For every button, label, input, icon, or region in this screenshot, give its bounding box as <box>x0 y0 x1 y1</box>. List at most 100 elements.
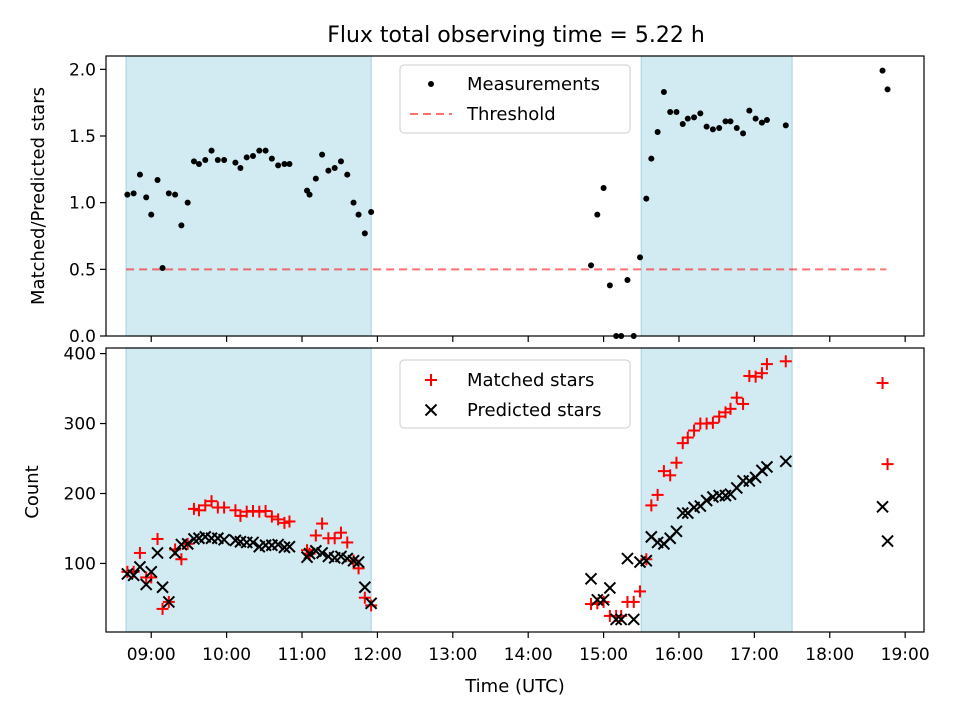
bottom-x-ticks: 09:00 10:00 11:00 12:00 13:00 14:00 15:00 16:00… <box>127 632 930 665</box>
measurement-point <box>727 118 734 125</box>
bottom-y-ticks: 100 200 300 400 <box>64 345 106 574</box>
measurement-point <box>232 159 239 166</box>
measurement-point <box>143 194 150 201</box>
bottom-observing-window-2 <box>640 347 793 633</box>
top-y-axis-label: Matched/Predicted stars <box>28 87 49 305</box>
measurement-point <box>660 89 667 95</box>
matched-star-point <box>328 532 341 545</box>
measurement-point <box>758 119 765 126</box>
legend-matched-symbol <box>425 374 437 386</box>
legend-matched-marker <box>425 374 437 386</box>
measurement-point <box>691 114 698 121</box>
measurement-point <box>256 147 263 154</box>
measurement-point <box>746 107 753 114</box>
matched-star-point <box>737 397 750 410</box>
measurement-point <box>148 211 155 218</box>
matched-star-point <box>341 536 354 549</box>
legend-predicted-symbol <box>424 403 438 417</box>
top-y-ticks: 0.0 0.5 1.0 1.5 2.0 <box>69 60 106 347</box>
predicted-star-point <box>133 560 147 574</box>
x-tick-label: 14:00 <box>504 645 553 665</box>
measurement-point <box>190 158 197 165</box>
matched-star-point <box>259 504 272 517</box>
predicted-star-point <box>358 581 372 594</box>
predicted-star-point <box>609 613 623 626</box>
bottom-y-tick-label: 100 <box>64 554 96 574</box>
x-tick-label: 18:00 <box>805 645 854 665</box>
bottom-observing-window-1 <box>125 347 372 633</box>
measurement-point <box>703 123 710 130</box>
measurement-point <box>643 195 650 202</box>
figure-title: Flux total observing time = 5.22 h <box>327 23 705 48</box>
top-legend: Measurements Threshold <box>399 64 631 134</box>
measurement-point <box>648 155 655 162</box>
predicted-star-point <box>145 565 158 579</box>
measurement-point <box>588 262 595 269</box>
matched-star-point <box>151 532 164 545</box>
x-axis-label: Time (UTC) <box>464 676 565 697</box>
matched-star-point <box>283 515 296 528</box>
matched-star-point <box>145 571 158 584</box>
predicted-star-point <box>640 554 653 567</box>
measurement-point <box>782 122 789 129</box>
measurement-point <box>262 147 269 154</box>
predicted-star-point <box>162 595 176 609</box>
matched-star-point <box>278 516 291 529</box>
predicted-star-point <box>278 541 291 554</box>
predicted-star-point <box>881 534 894 548</box>
measurement-point <box>709 126 716 133</box>
measurement-point <box>594 211 601 218</box>
matched-star-point <box>309 529 322 542</box>
top-y-tick-label: 1.5 <box>69 127 96 147</box>
matched-star-point <box>175 553 188 566</box>
bottom-observing-windows <box>125 347 793 633</box>
measurement-point <box>679 121 686 127</box>
matched-star-point <box>627 595 640 608</box>
measurement-point <box>237 165 244 171</box>
measurement-point <box>355 211 362 218</box>
matched-star-point <box>365 599 378 612</box>
predicted-star-point <box>156 581 169 594</box>
predicted-star-point <box>364 597 378 610</box>
measurement-point <box>250 153 257 159</box>
predicted-star-point <box>283 540 296 553</box>
bottom-legend: Matched stars Predicted stars <box>399 359 631 429</box>
measurement-point <box>202 157 209 163</box>
measurement-point <box>184 199 191 206</box>
matched-star-point <box>664 469 677 482</box>
measurement-point <box>325 167 332 174</box>
top-x-ticks <box>150 336 906 342</box>
measurement-point <box>208 147 215 154</box>
top-y-tick-label: 1.0 <box>69 194 96 214</box>
predicted-star-point <box>743 474 756 488</box>
measurement-point <box>165 190 172 197</box>
predicted-star-point <box>352 555 365 569</box>
predicted-star-point <box>303 547 316 560</box>
measurement-point <box>130 190 137 197</box>
top-observing-window-1 <box>125 55 372 337</box>
matched-star-point <box>334 526 347 539</box>
matched-star-point <box>749 370 762 383</box>
measurement-point <box>637 254 644 261</box>
predicted-star-point <box>676 506 689 520</box>
bottom-y-axis-label: Count <box>22 465 43 518</box>
matched-star-point <box>218 501 231 514</box>
matched-star-point <box>651 488 664 501</box>
measurement-point <box>733 125 740 131</box>
measurement-point <box>879 67 886 74</box>
measurement-point <box>716 125 723 131</box>
measurement-point <box>673 109 680 115</box>
measurement-point <box>136 171 143 178</box>
matched-star-point <box>876 376 889 389</box>
bottom-y-tick-label: 400 <box>64 345 96 365</box>
matched-star-point <box>272 513 285 526</box>
predicted-star-point <box>271 538 285 551</box>
matched-star-point <box>316 517 329 530</box>
predicted-star-point <box>700 494 713 507</box>
predicted-star-point <box>876 500 889 513</box>
legend-predicted-marker <box>424 403 438 417</box>
x-tick-label: 13:00 <box>428 645 477 665</box>
top-legend-box <box>399 64 631 134</box>
bottom-axes-frame <box>105 347 925 633</box>
